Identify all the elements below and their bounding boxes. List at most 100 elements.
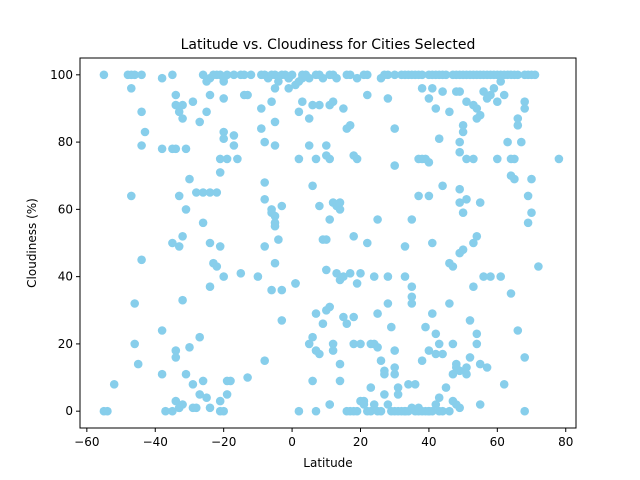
data-point <box>236 269 246 278</box>
data-point <box>140 127 150 137</box>
data-point <box>352 279 362 288</box>
data-point <box>298 97 307 106</box>
data-point <box>202 77 211 86</box>
data-point <box>513 326 523 335</box>
data-point <box>400 242 410 251</box>
data-point <box>277 285 287 295</box>
data-point <box>352 154 362 164</box>
data-point <box>137 70 146 80</box>
data-point <box>99 70 109 80</box>
data-point <box>308 332 317 342</box>
data-point <box>229 70 239 80</box>
data-point <box>414 191 423 201</box>
data-point <box>438 181 447 191</box>
data-point <box>486 90 495 100</box>
data-point <box>260 178 270 187</box>
data-point <box>325 400 335 409</box>
x-tick-label: 40 <box>421 435 436 449</box>
data-point <box>311 309 321 318</box>
data-point <box>260 356 270 366</box>
data-point <box>226 376 235 386</box>
x-tick-label: −20 <box>211 435 236 449</box>
data-point <box>171 346 181 355</box>
data-point <box>222 154 232 164</box>
data-point <box>270 141 280 150</box>
data-point <box>219 134 228 143</box>
data-point <box>527 208 536 217</box>
data-point <box>342 319 352 329</box>
data-point <box>363 70 372 80</box>
data-point <box>188 380 198 389</box>
data-point <box>434 339 444 349</box>
data-point <box>215 242 225 251</box>
data-point <box>157 73 167 83</box>
data-point <box>168 70 177 80</box>
y-axis-label: Cloudiness (%) <box>25 198 39 288</box>
data-point <box>417 70 427 80</box>
data-point <box>455 403 465 413</box>
data-point <box>219 127 228 137</box>
data-point <box>417 356 427 366</box>
data-point <box>469 154 478 164</box>
data-point <box>424 94 434 103</box>
data-point <box>294 406 304 416</box>
data-point <box>404 380 413 389</box>
data-point <box>499 90 509 100</box>
data-point <box>434 134 444 143</box>
data-point <box>229 141 239 150</box>
data-point <box>215 396 225 406</box>
data-point <box>383 299 393 308</box>
data-point <box>469 238 478 248</box>
data-point <box>304 114 314 123</box>
data-point <box>137 141 146 150</box>
data-point <box>510 154 519 164</box>
x-axis-label: Latitude <box>303 456 352 470</box>
data-point <box>171 90 181 100</box>
data-point <box>205 282 215 292</box>
data-point <box>174 403 184 413</box>
data-point <box>345 121 355 130</box>
data-point <box>157 144 167 154</box>
data-point <box>445 406 454 416</box>
data-point <box>332 73 341 83</box>
data-point <box>315 100 324 110</box>
data-point <box>322 141 331 150</box>
data-point <box>253 272 263 281</box>
data-point <box>308 181 317 191</box>
data-point <box>212 188 222 197</box>
data-point <box>332 269 341 278</box>
data-point <box>475 359 485 369</box>
data-point <box>506 289 516 298</box>
data-point <box>229 131 239 140</box>
data-point <box>304 339 314 349</box>
data-point <box>168 406 177 416</box>
data-point <box>181 205 191 214</box>
data-point <box>328 97 338 106</box>
data-point <box>219 77 228 86</box>
data-point <box>219 272 228 281</box>
data-point <box>513 114 523 123</box>
data-point <box>482 363 492 372</box>
data-point <box>428 84 437 93</box>
data-point <box>325 154 335 164</box>
data-point <box>369 400 379 409</box>
data-point <box>448 369 458 379</box>
data-point <box>270 70 280 80</box>
data-point <box>185 343 194 352</box>
data-point <box>267 285 276 295</box>
data-point <box>181 144 191 154</box>
data-point <box>130 299 139 308</box>
data-point <box>339 272 348 281</box>
data-point <box>520 97 529 106</box>
data-point <box>513 121 523 130</box>
data-point <box>431 104 441 113</box>
data-point <box>458 127 468 137</box>
data-point <box>510 174 519 184</box>
data-point <box>168 238 177 248</box>
data-point <box>424 191 434 201</box>
data-point <box>318 319 328 329</box>
data-point <box>448 262 458 271</box>
data-point <box>222 390 232 399</box>
data-point <box>503 137 512 147</box>
